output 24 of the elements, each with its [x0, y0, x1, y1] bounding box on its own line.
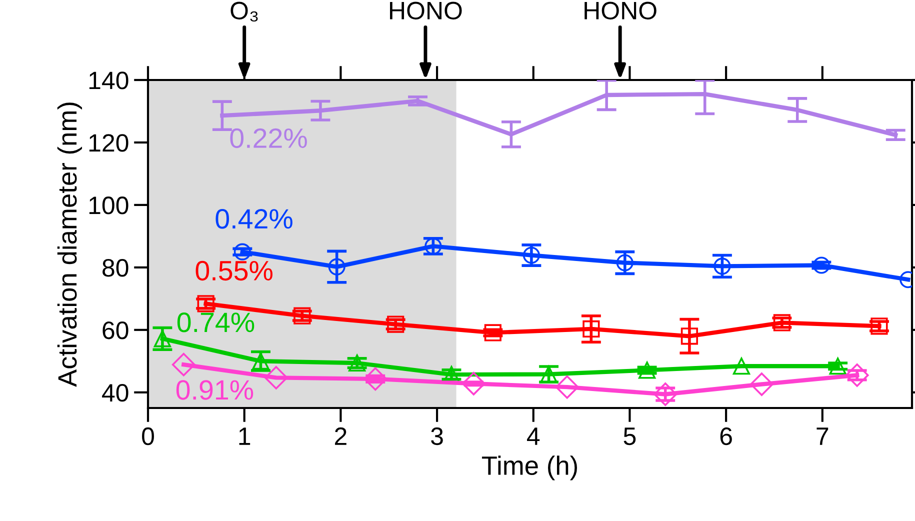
- x-tick-label: 6: [720, 427, 732, 446]
- y-tick-label: 100: [89, 196, 128, 214]
- series-label: 0.74%: [177, 312, 254, 332]
- annotation: O₃: [230, 2, 258, 22]
- annotation: HONO: [584, 2, 656, 20]
- series-label: 0.22%: [230, 128, 307, 148]
- annotation: HONO: [390, 2, 462, 20]
- x-axis-title: Time (h): [482, 456, 577, 480]
- y-tick-label: 80: [102, 259, 128, 277]
- series-label: 0.91%: [176, 380, 254, 400]
- y-tick-label: 120: [89, 134, 128, 152]
- x-tick-label: 4: [526, 428, 540, 445]
- y-tick-label: 40: [102, 384, 128, 402]
- x-tick-label: 7: [816, 428, 828, 445]
- x-tick-label: 3: [431, 427, 443, 446]
- y-axis-title: Activation diameter (nm): [57, 102, 82, 387]
- x-tick-label: 5: [624, 428, 636, 446]
- x-tick-label: 2: [334, 427, 346, 445]
- series-label: 0.55%: [196, 260, 272, 281]
- x-tick-label: 0: [142, 427, 154, 446]
- y-tick-label: 140: [89, 72, 128, 90]
- x-tick-label: 1: [239, 428, 250, 445]
- series-label: 0.42%: [216, 209, 292, 229]
- y-tick-label: 60: [102, 322, 128, 340]
